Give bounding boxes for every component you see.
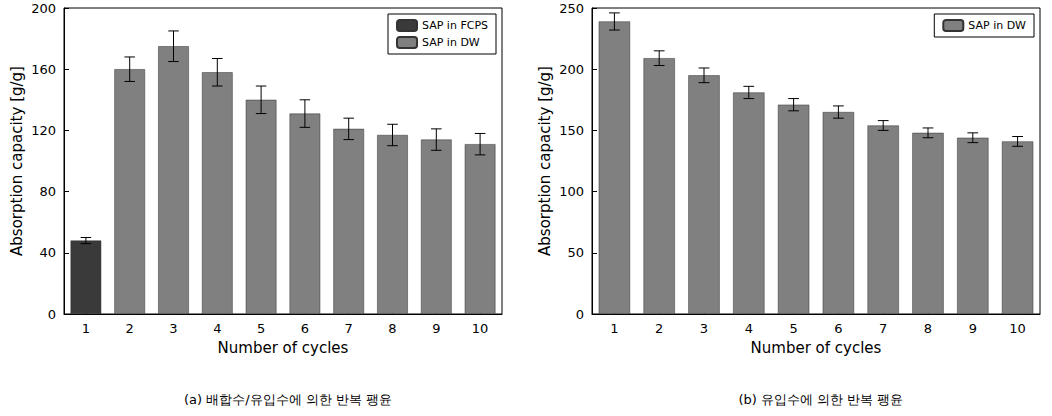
svg-text:4: 4 xyxy=(213,321,221,336)
svg-text:4: 4 xyxy=(745,321,753,336)
svg-text:250: 250 xyxy=(559,1,584,16)
svg-text:9: 9 xyxy=(432,321,440,336)
svg-text:Absorption capacity [g/g]: Absorption capacity [g/g] xyxy=(536,66,554,256)
svg-text:3: 3 xyxy=(700,321,708,336)
svg-text:5: 5 xyxy=(789,321,797,336)
svg-text:6: 6 xyxy=(834,321,842,336)
svg-text:Absorption capacity [g/g]: Absorption capacity [g/g] xyxy=(8,66,26,256)
svg-text:0: 0 xyxy=(576,307,584,322)
svg-text:7: 7 xyxy=(879,321,887,336)
svg-text:10: 10 xyxy=(472,321,489,336)
svg-text:50: 50 xyxy=(567,245,584,260)
svg-text:5: 5 xyxy=(257,321,265,336)
svg-text:2: 2 xyxy=(126,321,134,336)
svg-text:100: 100 xyxy=(559,184,584,199)
svg-text:Number of cycles: Number of cycles xyxy=(751,339,882,357)
svg-text:9: 9 xyxy=(969,321,977,336)
svg-text:SAP in FCPS: SAP in FCPS xyxy=(422,19,488,32)
svg-text:200: 200 xyxy=(559,62,584,77)
svg-text:Number of cycles: Number of cycles xyxy=(218,339,349,357)
svg-text:6: 6 xyxy=(301,321,309,336)
svg-text:SAP in DW: SAP in DW xyxy=(422,36,480,49)
svg-text:8: 8 xyxy=(388,321,396,336)
svg-text:8: 8 xyxy=(924,321,932,336)
svg-text:160: 160 xyxy=(31,62,56,77)
svg-text:1: 1 xyxy=(610,321,618,336)
svg-text:120: 120 xyxy=(31,123,56,138)
svg-text:7: 7 xyxy=(345,321,353,336)
svg-text:150: 150 xyxy=(559,123,584,138)
svg-text:2: 2 xyxy=(655,321,663,336)
svg-text:3: 3 xyxy=(169,321,177,336)
svg-text:(a) 배합수/유입수에 의한 반복 팽윤: (a) 배합수/유입수에 의한 반복 팽윤 xyxy=(184,392,392,407)
svg-text:10: 10 xyxy=(1009,321,1026,336)
svg-text:0: 0 xyxy=(48,307,56,322)
svg-text:1: 1 xyxy=(82,321,90,336)
svg-text:200: 200 xyxy=(31,1,56,16)
svg-text:(b) 유입수에 의한 반복 팽윤: (b) 유입수에 의한 반복 팽윤 xyxy=(739,392,904,407)
svg-text:40: 40 xyxy=(39,245,56,260)
svg-text:SAP in DW: SAP in DW xyxy=(968,19,1026,32)
svg-text:80: 80 xyxy=(39,184,56,199)
